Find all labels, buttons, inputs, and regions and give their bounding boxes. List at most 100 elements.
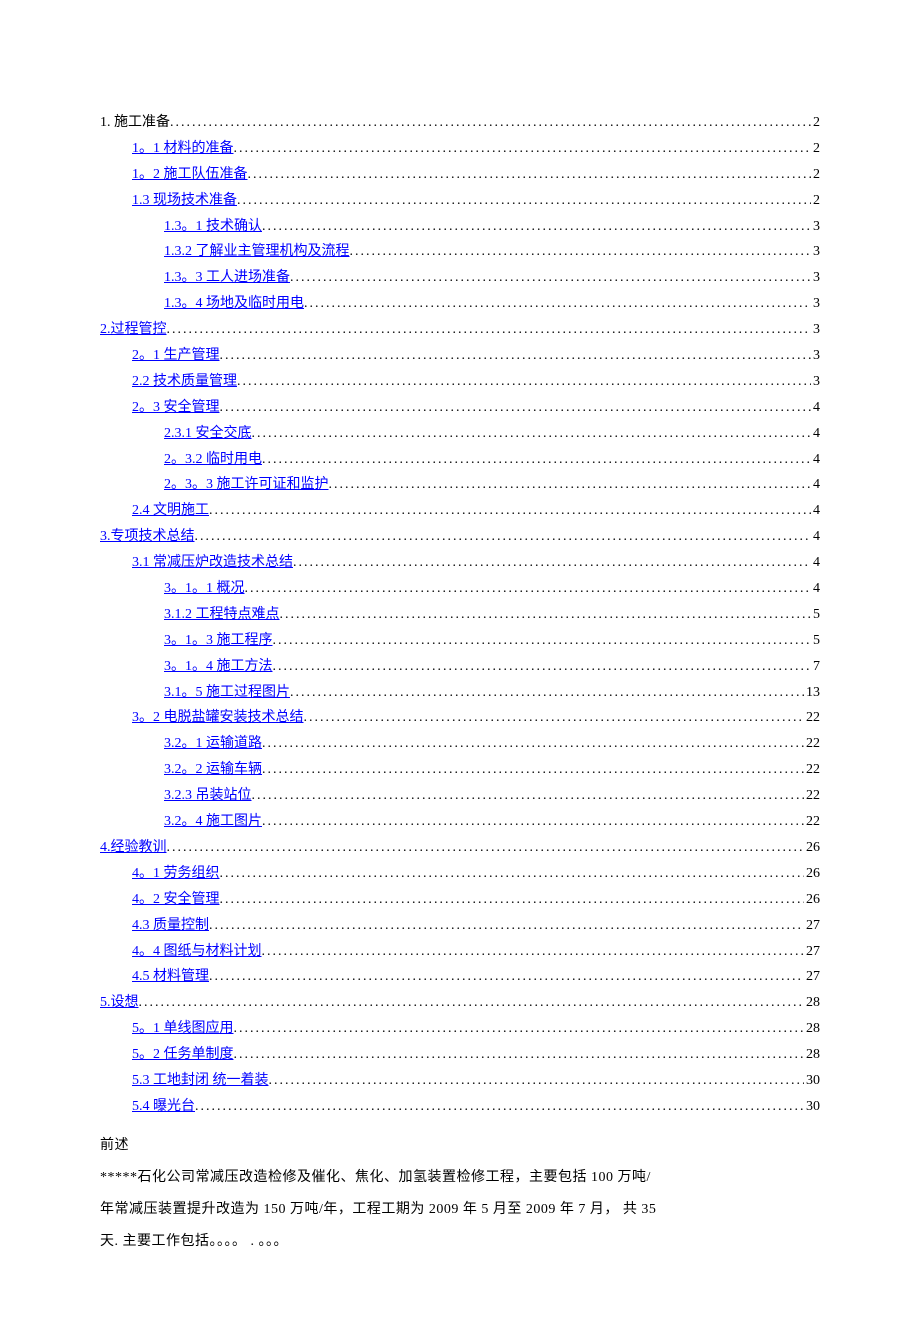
toc-label[interactable]: 5.设想 bbox=[100, 990, 139, 1016]
toc-label[interactable]: 1.3.2 了解业主管理机构及流程 bbox=[164, 239, 350, 265]
toc-link[interactable]: 3.1.2 工程特点难点 bbox=[164, 607, 280, 622]
toc-page-number: 26 bbox=[804, 861, 820, 887]
toc-label[interactable]: 2.4 文明施工 bbox=[132, 498, 209, 524]
toc-label[interactable]: 3.1.2 工程特点难点 bbox=[164, 602, 280, 628]
toc-label[interactable]: 3.2。4 施工图片 bbox=[164, 809, 262, 835]
toc-link[interactable]: 2.4 文明施工 bbox=[132, 503, 209, 518]
toc-label[interactable]: 2。1 生产管理 bbox=[132, 343, 220, 369]
toc-link[interactable]: 2.过程管控 bbox=[100, 322, 167, 337]
toc-leader-dots bbox=[262, 447, 811, 473]
toc-link[interactable]: 2.2 技术质量管理 bbox=[132, 374, 237, 389]
toc-link[interactable]: 3.2。4 施工图片 bbox=[164, 814, 262, 829]
toc-link[interactable]: 1.3。3 工人进场准备 bbox=[164, 270, 290, 285]
toc-label[interactable]: 3。1。4 施工方法 bbox=[164, 654, 273, 680]
toc-label[interactable]: 2。3.2 临时用电 bbox=[164, 447, 262, 473]
toc-leader-dots bbox=[234, 136, 812, 162]
toc-label[interactable]: 3。1。3 施工程序 bbox=[164, 628, 273, 654]
toc-link[interactable]: 3.1。5 施工过程图片 bbox=[164, 685, 290, 700]
toc-label[interactable]: 3。2 电脱盐罐安装技术总结 bbox=[132, 705, 304, 731]
toc-label[interactable]: 5.4 曝光台 bbox=[132, 1094, 195, 1120]
toc-link[interactable]: 4.3 质量控制 bbox=[132, 918, 209, 933]
toc-link[interactable]: 4.5 材料管理 bbox=[132, 969, 209, 984]
toc-leader-dots bbox=[273, 654, 812, 680]
toc-link[interactable]: 3。1。4 施工方法 bbox=[164, 659, 273, 674]
toc-leader-dots bbox=[329, 472, 812, 498]
toc-row: 2.过程管控 3 bbox=[100, 317, 820, 343]
toc-leader-dots bbox=[209, 498, 811, 524]
toc-link[interactable]: 5.3 工地封闭 统一着装 bbox=[132, 1073, 269, 1088]
toc-label[interactable]: 4.5 材料管理 bbox=[132, 964, 209, 990]
toc-label[interactable]: 3.2。2 运输车辆 bbox=[164, 757, 262, 783]
toc-link[interactable]: 4.经验教训 bbox=[100, 840, 167, 855]
toc-label[interactable]: 4。4 图纸与材料计划 bbox=[132, 939, 262, 965]
toc-link[interactable]: 3。1。3 施工程序 bbox=[164, 633, 273, 648]
toc-link[interactable]: 1.3.2 了解业主管理机构及流程 bbox=[164, 244, 350, 259]
toc-leader-dots bbox=[262, 809, 804, 835]
toc-link[interactable]: 3.1 常减压炉改造技术总结 bbox=[132, 555, 293, 570]
toc-link[interactable]: 2。3.2 临时用电 bbox=[164, 452, 262, 467]
toc-link[interactable]: 3.2。1 运输道路 bbox=[164, 736, 262, 751]
toc-link[interactable]: 3。2 电脱盐罐安装技术总结 bbox=[132, 710, 304, 725]
toc-link[interactable]: 4。4 图纸与材料计划 bbox=[132, 944, 262, 959]
toc-page-number: 2 bbox=[811, 110, 820, 136]
toc-link[interactable]: 5.4 曝光台 bbox=[132, 1099, 195, 1114]
toc-label[interactable]: 5.3 工地封闭 统一着装 bbox=[132, 1068, 269, 1094]
toc-link[interactable]: 1。1 材料的准备 bbox=[132, 141, 234, 156]
toc-leader-dots bbox=[304, 705, 805, 731]
toc-leader-dots bbox=[290, 680, 804, 706]
toc-link[interactable]: 1。2 施工队伍准备 bbox=[132, 167, 248, 182]
toc-link[interactable]: 1.3。1 技术确认 bbox=[164, 219, 262, 234]
toc-link[interactable]: 3.专项技术总结 bbox=[100, 529, 195, 544]
toc-label[interactable]: 1。2 施工队伍准备 bbox=[132, 162, 248, 188]
toc-link[interactable]: 1.3。4 场地及临时用电 bbox=[164, 296, 304, 311]
toc-link[interactable]: 2.3.1 安全交底 bbox=[164, 426, 252, 441]
toc-label[interactable]: 1.3。4 场地及临时用电 bbox=[164, 291, 304, 317]
toc-leader-dots bbox=[248, 162, 812, 188]
toc-label[interactable]: 2。3 安全管理 bbox=[132, 395, 220, 421]
toc-label[interactable]: 4.经验教训 bbox=[100, 835, 167, 861]
toc-leader-dots bbox=[220, 861, 805, 887]
toc-label[interactable]: 4。1 劳务组织 bbox=[132, 861, 220, 887]
toc-label[interactable]: 1.3。3 工人进场准备 bbox=[164, 265, 290, 291]
toc-label[interactable]: 5。1 单线图应用 bbox=[132, 1016, 234, 1042]
toc-leader-dots bbox=[234, 1016, 805, 1042]
toc-label[interactable]: 1.3 现场技术准备 bbox=[132, 188, 237, 214]
toc-leader-dots bbox=[262, 731, 804, 757]
toc-label[interactable]: 3。1。1 概况 bbox=[164, 576, 245, 602]
toc-page-number: 2 bbox=[811, 162, 820, 188]
toc-link[interactable]: 2。3。3 施工许可证和监护 bbox=[164, 477, 329, 492]
toc-label[interactable]: 2.2 技术质量管理 bbox=[132, 369, 237, 395]
toc-link[interactable]: 4。1 劳务组织 bbox=[132, 866, 220, 881]
toc-label[interactable]: 2.过程管控 bbox=[100, 317, 167, 343]
toc-row: 4。1 劳务组织 26 bbox=[100, 861, 820, 887]
toc-leader-dots bbox=[167, 317, 812, 343]
toc-label[interactable]: 3.专项技术总结 bbox=[100, 524, 195, 550]
toc-link[interactable]: 5。1 单线图应用 bbox=[132, 1021, 234, 1036]
toc-label[interactable]: 3.1。5 施工过程图片 bbox=[164, 680, 290, 706]
toc-link[interactable]: 3.2。2 运输车辆 bbox=[164, 762, 262, 777]
toc-link[interactable]: 1.3 现场技术准备 bbox=[132, 193, 237, 208]
toc-label[interactable]: 2.3.1 安全交底 bbox=[164, 421, 252, 447]
toc-link[interactable]: 2。3 安全管理 bbox=[132, 400, 220, 415]
toc-label[interactable]: 1。1 材料的准备 bbox=[132, 136, 234, 162]
toc-leader-dots bbox=[220, 395, 812, 421]
toc-label[interactable]: 4。2 安全管理 bbox=[132, 887, 220, 913]
toc-label[interactable]: 2。3。3 施工许可证和监护 bbox=[164, 472, 329, 498]
toc-link[interactable]: 5.设想 bbox=[100, 995, 139, 1010]
toc-leader-dots bbox=[269, 1068, 805, 1094]
toc-link[interactable]: 4。2 安全管理 bbox=[132, 892, 220, 907]
toc-page-number: 4 bbox=[811, 550, 820, 576]
toc-label[interactable]: 3.1 常减压炉改造技术总结 bbox=[132, 550, 293, 576]
toc-label[interactable]: 3.2。1 运输道路 bbox=[164, 731, 262, 757]
toc-row: 3。1。3 施工程序 5 bbox=[100, 628, 820, 654]
toc-link[interactable]: 3.2.3 吊装站位 bbox=[164, 788, 252, 803]
toc-link[interactable]: 5。2 任务单制度 bbox=[132, 1047, 234, 1062]
toc-label[interactable]: 5。2 任务单制度 bbox=[132, 1042, 234, 1068]
toc-label[interactable]: 1.3。1 技术确认 bbox=[164, 214, 262, 240]
toc-link[interactable]: 2。1 生产管理 bbox=[132, 348, 220, 363]
toc-label[interactable]: 4.3 质量控制 bbox=[132, 913, 209, 939]
toc-leader-dots bbox=[170, 110, 811, 136]
toc-row: 3.2.3 吊装站位 22 bbox=[100, 783, 820, 809]
toc-label[interactable]: 3.2.3 吊装站位 bbox=[164, 783, 252, 809]
toc-link[interactable]: 3。1。1 概况 bbox=[164, 581, 245, 596]
